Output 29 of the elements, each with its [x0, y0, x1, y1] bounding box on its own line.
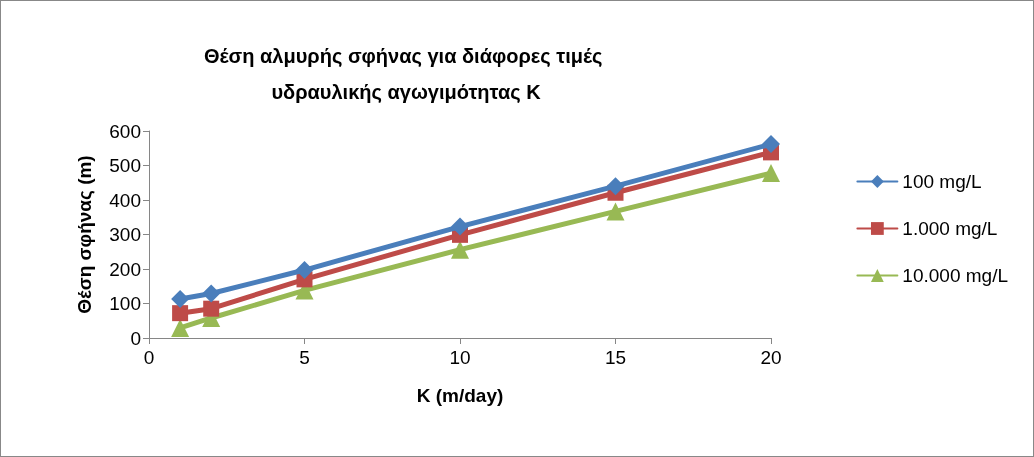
x-tick-label: 5 — [299, 347, 310, 368]
point — [606, 177, 625, 196]
y-tick-label: 500 — [109, 155, 141, 176]
legend-label: 100 mg/L — [902, 171, 982, 192]
y-tick-label: 0 — [130, 327, 141, 349]
point — [172, 305, 189, 322]
y-tick-label: 600 — [109, 120, 141, 142]
point — [202, 284, 221, 303]
x-tick-label: 15 — [604, 347, 627, 368]
point — [606, 202, 625, 221]
y-tick-label: 100 — [109, 293, 141, 314]
point — [762, 135, 780, 154]
chart-title: Θέση αλμυρής σφήνας για διάφορες τιμές υδραυλικής αγωγιμότητας K — [203, 45, 609, 103]
point — [762, 164, 780, 183]
point — [451, 240, 469, 259]
legend-label: 10.000 mg/L — [902, 265, 1009, 286]
x-tick-label: 0 — [143, 347, 155, 368]
x-tick-label: 10 — [449, 347, 471, 368]
y-axis-title: Θέση σφήνας (m) — [74, 155, 95, 314]
point — [451, 217, 469, 236]
legend-label: 1.000 mg/L — [902, 218, 998, 239]
point — [203, 300, 220, 317]
y-tick-label: 400 — [109, 189, 141, 211]
y-tick-label: 300 — [109, 224, 141, 245]
x-axis-title: K (m/day) — [416, 385, 504, 406]
y-tick-label: 200 — [109, 258, 141, 280]
point — [171, 290, 190, 309]
point — [295, 261, 314, 280]
x-tick-label: 20 — [760, 347, 782, 368]
